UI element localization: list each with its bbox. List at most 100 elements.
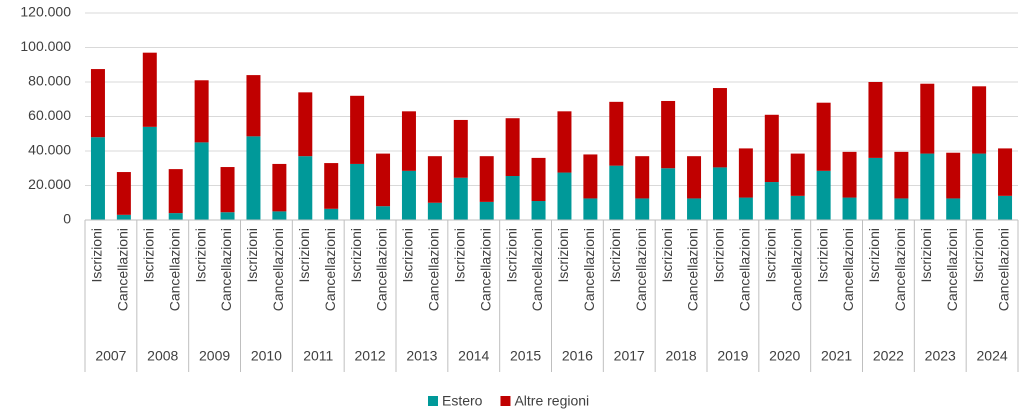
group-label: 2009 (199, 348, 230, 364)
x-tick-label: Iscrizioni (970, 228, 986, 282)
x-tick-label: Iscrizioni (348, 228, 364, 282)
group-label: 2016 (562, 348, 593, 364)
bar-segment (764, 114, 779, 183)
group-label: 2018 (666, 348, 697, 364)
bar-segment (609, 165, 624, 220)
x-tick-label: Iscrizioni (451, 228, 467, 282)
bar-segment (90, 137, 105, 220)
x-tick-label: Iscrizioni (866, 228, 882, 282)
bar-segment (246, 75, 261, 137)
bar-segment (661, 168, 676, 220)
legend-label: Altre regioni (514, 393, 589, 409)
x-tick-label: Cancellazioni (426, 228, 442, 311)
bar-segment (946, 152, 961, 199)
group-label: 2010 (251, 348, 282, 364)
group-label: 2015 (510, 348, 541, 364)
bar-segment (479, 156, 494, 202)
bar-segment (479, 201, 494, 220)
group-label: 2019 (717, 348, 748, 364)
bar-segment (712, 88, 727, 168)
bar-segment (972, 86, 987, 154)
x-tick-label: Cancellazioni (892, 228, 908, 311)
bar-segment (738, 148, 753, 198)
bar-segment (894, 151, 909, 199)
bar-segment (376, 206, 391, 220)
group-label: 2024 (977, 348, 1008, 364)
bar-segment (894, 198, 909, 220)
y-tick-label: 120.000 (20, 4, 71, 20)
bar-segment (998, 195, 1013, 220)
bar-segment (298, 156, 313, 220)
x-tick-label: Iscrizioni (192, 228, 208, 282)
x-tick-label: Cancellazioni (737, 228, 753, 311)
group-label: 2017 (614, 348, 645, 364)
x-tick-label: Cancellazioni (166, 228, 182, 311)
x-tick-label: Cancellazioni (115, 228, 131, 311)
bar-segment (194, 80, 209, 143)
bar-segment (401, 111, 416, 171)
bar-segment (687, 156, 702, 199)
bar-segment (635, 156, 650, 199)
group-label: 2014 (458, 348, 489, 364)
bar-segment (946, 198, 961, 220)
x-tick-label: Iscrizioni (244, 228, 260, 282)
bar-segment (272, 163, 287, 212)
bar-segment (453, 177, 468, 220)
x-tick-label: Iscrizioni (555, 228, 571, 282)
bar-segment (816, 170, 831, 220)
bar-segment (531, 157, 546, 202)
bar-segment (842, 151, 857, 198)
bar-segment (116, 172, 131, 215)
bar-segment (116, 214, 131, 220)
x-tick-label: Iscrizioni (762, 228, 778, 282)
x-tick-label: Iscrizioni (607, 228, 623, 282)
bar-segment (868, 157, 883, 220)
bar-segment (531, 201, 546, 220)
x-tick-label: Iscrizioni (400, 228, 416, 282)
x-tick-label: Iscrizioni (918, 228, 934, 282)
bar-segment (661, 100, 676, 169)
bar-segment (998, 148, 1013, 196)
y-tick-label: 100.000 (20, 38, 71, 54)
y-tick-label: 60.000 (28, 107, 71, 123)
bar-segment (505, 118, 520, 177)
group-label: 2007 (95, 348, 126, 364)
bar-segment (453, 119, 468, 178)
bar-segment (350, 95, 365, 164)
x-tick-label: Iscrizioni (296, 228, 312, 282)
bar-segment (609, 101, 624, 166)
bar-segment (920, 83, 935, 154)
group-label: 2023 (925, 348, 956, 364)
x-tick-label: Cancellazioni (270, 228, 286, 311)
x-tick-label: Iscrizioni (140, 228, 156, 282)
x-tick-label: Iscrizioni (503, 228, 519, 282)
bar-segment (972, 153, 987, 220)
bar-segment (427, 202, 442, 220)
bar-segment (712, 167, 727, 220)
bar-segment (168, 169, 183, 214)
x-tick-label: Iscrizioni (814, 228, 830, 282)
bar-segment (790, 195, 805, 220)
group-label: 2008 (147, 348, 178, 364)
group-label: 2013 (406, 348, 437, 364)
bar-segment (220, 167, 235, 213)
bar-segment (142, 52, 157, 127)
bar-segment (298, 92, 313, 157)
y-tick-label: 40.000 (28, 142, 71, 158)
bar-segment (427, 156, 442, 203)
x-tick-label: Cancellazioni (529, 228, 545, 311)
x-tick-label: Cancellazioni (788, 228, 804, 311)
bar-segment (324, 163, 339, 209)
x-tick-label: Cancellazioni (374, 228, 390, 311)
y-tick-label: 20.000 (28, 176, 71, 192)
legend-label: Estero (442, 393, 483, 409)
x-tick-label: Cancellazioni (322, 228, 338, 311)
bar-segment (90, 69, 105, 138)
bar-segment (220, 212, 235, 220)
x-tick-label: Cancellazioni (996, 228, 1012, 311)
x-tick-label: Iscrizioni (659, 228, 675, 282)
bar-segment (505, 176, 520, 220)
x-tick-label: Cancellazioni (840, 228, 856, 311)
bar-segment (687, 198, 702, 220)
legend-swatch (500, 396, 511, 406)
